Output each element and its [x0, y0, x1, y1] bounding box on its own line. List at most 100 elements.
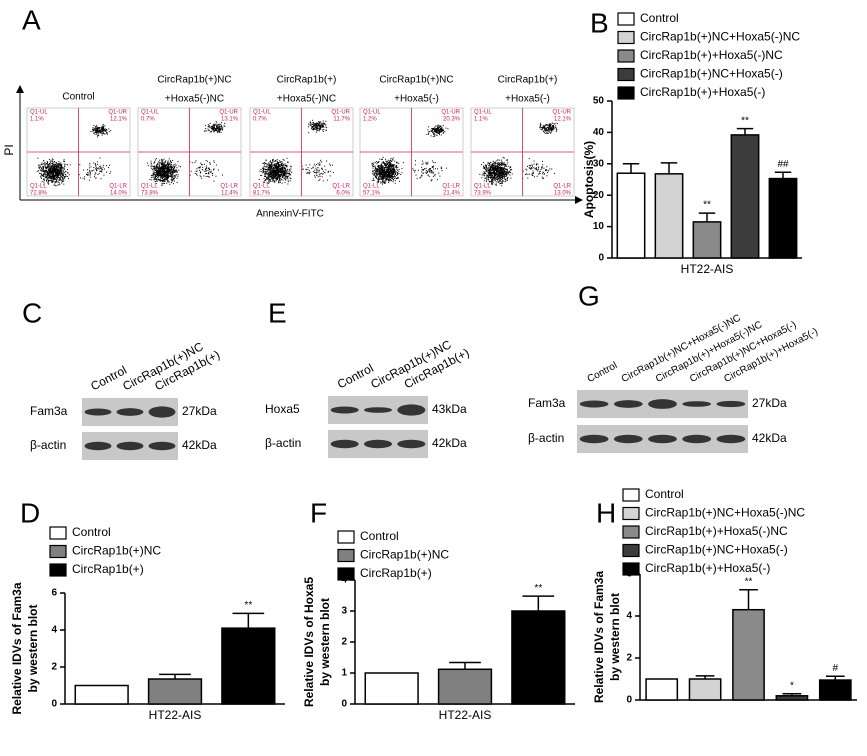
- dot: [438, 172, 440, 174]
- dot: [273, 173, 275, 175]
- dot: [53, 168, 55, 170]
- dot: [87, 169, 89, 171]
- dot: [64, 168, 66, 170]
- dot: [60, 171, 62, 173]
- dot: [290, 178, 292, 180]
- dot: [45, 164, 47, 166]
- dot: [483, 167, 485, 169]
- dot: [172, 168, 174, 170]
- legend-label: CircRap1b(+): [360, 566, 432, 580]
- dot: [165, 178, 167, 180]
- dot: [287, 170, 289, 172]
- dot: [507, 171, 509, 173]
- dot: [277, 182, 279, 184]
- dot: [47, 172, 49, 174]
- dot: [493, 171, 495, 173]
- dot: [161, 165, 163, 167]
- dot: [381, 178, 383, 180]
- dot: [551, 122, 553, 124]
- dot: [501, 167, 503, 169]
- dot: [210, 171, 212, 173]
- dot: [312, 125, 314, 127]
- dot: [278, 177, 280, 179]
- dot: [63, 177, 65, 179]
- dot: [390, 180, 392, 182]
- dot: [381, 172, 383, 174]
- dot: [275, 171, 277, 173]
- dot: [168, 176, 170, 178]
- dot: [440, 131, 442, 133]
- dot: [431, 166, 433, 168]
- dot: [505, 164, 507, 166]
- dot: [50, 171, 52, 173]
- dot: [167, 176, 169, 178]
- dot: [170, 170, 172, 172]
- dot: [284, 176, 286, 178]
- dot: [496, 172, 498, 174]
- dot: [503, 172, 505, 174]
- dot: [393, 169, 395, 171]
- dot: [489, 181, 491, 183]
- dot: [215, 128, 217, 130]
- dot: [97, 128, 99, 130]
- dot: [383, 177, 385, 179]
- dot: [172, 170, 174, 172]
- dot: [389, 171, 391, 173]
- lane-label: Control: [586, 360, 620, 385]
- dot: [312, 122, 314, 124]
- dot: [214, 129, 216, 131]
- dot: [502, 168, 504, 170]
- dot: [499, 175, 501, 177]
- dot: [154, 178, 156, 180]
- dot: [42, 168, 44, 170]
- dot: [414, 164, 416, 166]
- dot: [60, 169, 62, 171]
- dot: [549, 125, 551, 127]
- dot: [432, 131, 434, 133]
- y-axis-label: Relative IDVs of Fam3a: [10, 582, 24, 714]
- dot: [216, 124, 218, 126]
- dot: [272, 158, 274, 160]
- dot: [394, 176, 396, 178]
- dot: [392, 171, 394, 173]
- dot: [267, 167, 269, 169]
- dot: [156, 177, 158, 179]
- dot: [164, 166, 166, 168]
- dot: [173, 167, 175, 169]
- dot: [271, 175, 273, 177]
- dot: [284, 175, 286, 177]
- bar: [437, 668, 493, 705]
- dot: [171, 172, 173, 174]
- dot: [59, 174, 61, 176]
- dot: [153, 179, 155, 181]
- dot: [495, 160, 497, 162]
- dot: [156, 180, 158, 182]
- dot: [493, 176, 495, 178]
- dot: [545, 128, 547, 130]
- dot: [491, 172, 493, 174]
- dot: [276, 159, 278, 161]
- dot: [376, 181, 378, 183]
- dot: [167, 172, 169, 174]
- size-label: 42kDa: [432, 436, 467, 450]
- dot: [150, 174, 152, 176]
- dot: [60, 164, 62, 166]
- dot: [546, 175, 548, 177]
- plot-title: +Hoxa5(-)NC: [165, 94, 224, 105]
- dot: [259, 170, 261, 172]
- dot: [150, 167, 152, 169]
- dot: [372, 165, 374, 167]
- dot: [484, 177, 486, 179]
- dot: [157, 175, 159, 177]
- dot: [278, 167, 280, 169]
- dot: [273, 168, 275, 170]
- dot: [319, 164, 321, 166]
- dot: [97, 127, 99, 129]
- dot: [210, 127, 212, 129]
- dot: [386, 174, 388, 176]
- dot: [554, 127, 556, 129]
- dot: [43, 166, 45, 168]
- dot: [503, 167, 505, 169]
- dot: [386, 168, 388, 170]
- dot: [47, 165, 49, 167]
